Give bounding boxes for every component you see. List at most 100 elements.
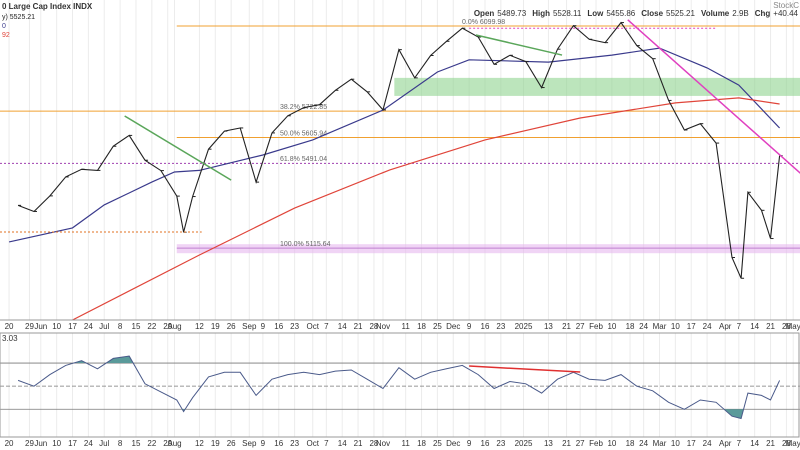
x-tick-label: 9 [261, 322, 266, 331]
indicator-border [0, 332, 800, 438]
x-tick-label: Feb [589, 439, 603, 448]
x-tick-label: 22 [147, 322, 156, 331]
x-tick-label: 11 [402, 439, 411, 448]
x-tick-label: 26 [227, 439, 236, 448]
x-tick-label: 16 [274, 322, 283, 331]
x-tick-label: 10 [671, 439, 680, 448]
fib-label: 0.0% 6099.98 [462, 19, 505, 26]
x-tick-label: 7 [324, 322, 329, 331]
x-tick-label: 15 [132, 439, 141, 448]
x-tick-label: 28 [369, 322, 378, 331]
header-key: Low [587, 9, 604, 18]
chart-title: 0 Large Cap Index INDX [2, 2, 93, 11]
x-tick-label: 18 [417, 439, 426, 448]
x-tick-label: 20 [5, 439, 14, 448]
x-tick-label: 9 [261, 439, 266, 448]
x-tick-label: 18 [626, 439, 635, 448]
x-tick-label: 28 [782, 322, 791, 331]
x-tick-label: 21 [562, 322, 571, 331]
x-tick-label: 21 [562, 439, 571, 448]
x-tick-label: 16 [481, 439, 490, 448]
x-tick-label: 9 [467, 439, 472, 448]
x-tick-label: Sep [242, 439, 257, 448]
x-tick-label: 24 [639, 322, 648, 331]
header-key: Open [474, 9, 495, 18]
fib-label: 61.8% 5491.04 [280, 156, 327, 163]
watermark: StockC [773, 1, 799, 10]
header-key: Volume [701, 9, 730, 18]
x-tick-label: Apr [719, 439, 732, 448]
x-tick-label: 2025 [515, 322, 533, 331]
x-tick-label: May [786, 322, 800, 331]
x-tick-label: 29 [163, 322, 172, 331]
trend-line [124, 115, 232, 181]
x-tick-label: Feb [589, 322, 603, 331]
x-tick-label: 29 [25, 439, 34, 448]
x-tick-label: 16 [274, 439, 283, 448]
header-value: 2.9B [732, 9, 748, 18]
x-tick-label: 14 [338, 439, 347, 448]
x-tick-label: 29 [163, 439, 172, 448]
x-tick-label: Aug [167, 322, 181, 331]
indicator-line [17, 355, 781, 420]
legend-label: y) 5525.21 [2, 14, 35, 21]
header: Open 5489.73 High 5528.11 Low 5455.86 Close 552… [474, 9, 799, 18]
x-tick-label: 25 [433, 439, 442, 448]
x-tick-label: 10 [52, 439, 61, 448]
x-tick-label: 23 [496, 439, 505, 448]
x-tick-label: Jun [34, 322, 47, 331]
x-tick-label: 21 [766, 439, 775, 448]
x-tick-label: Sep [242, 322, 257, 331]
fib-label: 50.0% 5605.94 [280, 130, 327, 137]
x-tick-label: 24 [703, 439, 712, 448]
trend-line [475, 34, 563, 56]
x-tick-label: 17 [68, 322, 77, 331]
x-tick-label: Apr [719, 322, 732, 331]
x-tick-label: 23 [290, 322, 299, 331]
indicator-trendline [469, 365, 581, 373]
x-tick-label: 17 [687, 439, 696, 448]
x-tick-label: 13 [544, 322, 553, 331]
x-tick-label: 11 [402, 322, 411, 331]
zone-band [176, 244, 800, 254]
x-tick-label: 13 [544, 439, 553, 448]
x-tick-label: 7 [324, 439, 329, 448]
x-tick-label: Nov [376, 439, 390, 448]
x-tick-label: 22 [147, 439, 156, 448]
x-tick-label: 10 [52, 322, 61, 331]
x-tick-label: 21 [354, 439, 363, 448]
x-tick-label: 7 [737, 322, 742, 331]
x-tick-label: 14 [750, 439, 759, 448]
fib-label: 100.0% 5115.64 [280, 241, 331, 248]
x-tick-label: 24 [639, 439, 648, 448]
header-value: +40.44 [773, 9, 798, 18]
x-tick-label: Dec [446, 322, 460, 331]
x-tick-label: 20 [5, 322, 14, 331]
x-tick-label: 24 [84, 439, 93, 448]
trend-line [627, 19, 800, 174]
x-tick-label: 18 [626, 322, 635, 331]
x-tick-label: 27 [576, 439, 585, 448]
x-tick-label: 23 [290, 439, 299, 448]
x-tick-label: Mar [653, 322, 667, 331]
x-tick-label: 28 [782, 439, 791, 448]
x-tick-label: 24 [703, 322, 712, 331]
x-tick-label: 25 [433, 322, 442, 331]
zone-band [394, 77, 800, 96]
price-line [17, 21, 781, 279]
x-tick-label: 17 [68, 439, 77, 448]
x-tick-label: 2025 [515, 439, 533, 448]
x-tick-label: 17 [687, 322, 696, 331]
header-key: Close [641, 9, 663, 18]
x-tick-label: 14 [338, 322, 347, 331]
x-tick-label: 29 [25, 322, 34, 331]
x-tick-label: Oct [307, 322, 320, 331]
x-tick-label: Mar [653, 439, 667, 448]
x-tick-label: Jul [99, 439, 109, 448]
x-tick-label: Aug [167, 439, 181, 448]
x-tick-label: 12 [195, 439, 204, 448]
header-key: High [532, 9, 550, 18]
x-tick-label: May [786, 439, 800, 448]
